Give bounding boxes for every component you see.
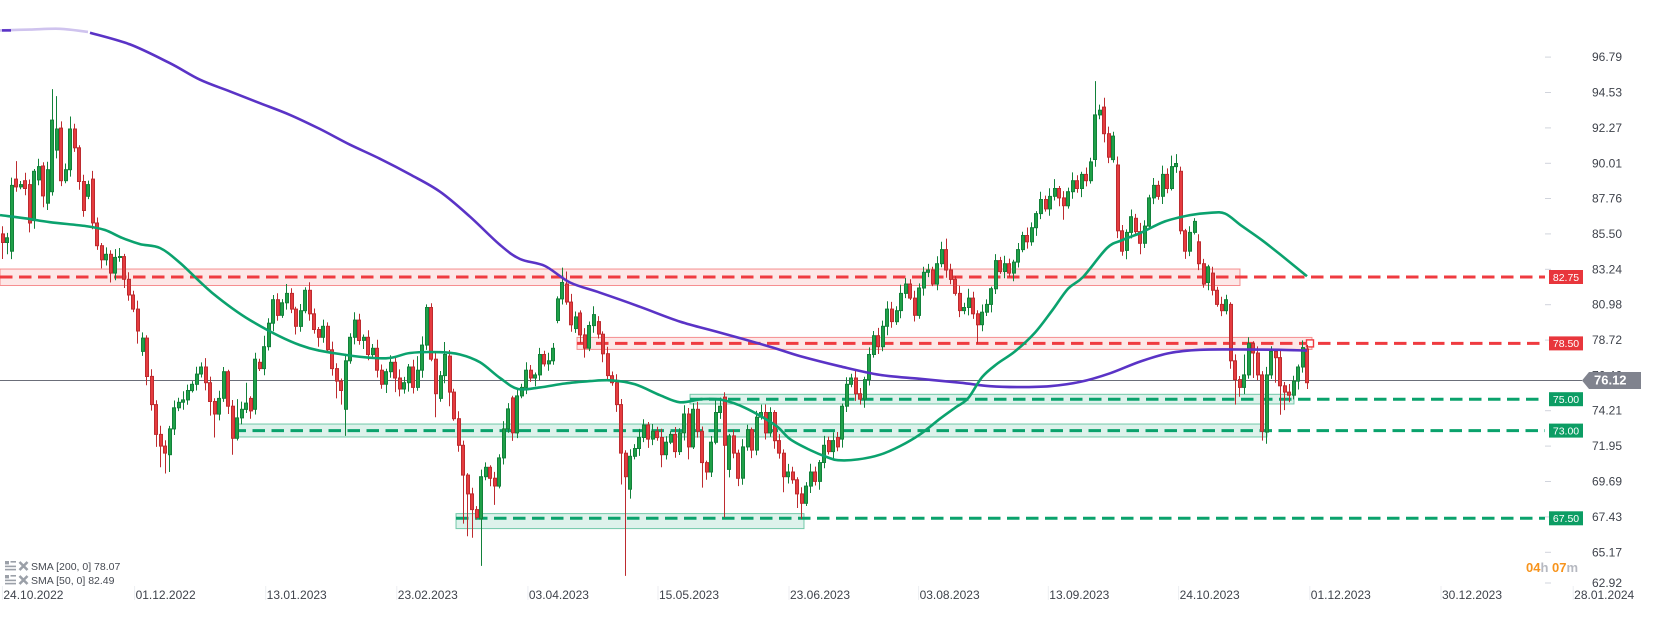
svg-text:83.24: 83.24 [1592, 262, 1622, 276]
svg-text:13.09.2023: 13.09.2023 [1049, 588, 1109, 602]
svg-text:28.01.2024: 28.01.2024 [1574, 588, 1634, 602]
svg-text:03.08.2023: 03.08.2023 [920, 588, 980, 602]
svg-text:69.69: 69.69 [1592, 475, 1622, 489]
svg-text:78.50: 78.50 [1553, 338, 1579, 350]
svg-text:96.79: 96.79 [1592, 50, 1622, 64]
svg-text:78.72: 78.72 [1592, 333, 1622, 347]
svg-text:73.00: 73.00 [1553, 425, 1579, 437]
svg-text:30.12.2023: 30.12.2023 [1442, 588, 1502, 602]
svg-text:67.50: 67.50 [1553, 513, 1579, 525]
svg-text:04h 07m: 04h 07m [1526, 560, 1578, 575]
svg-text:67.43: 67.43 [1592, 510, 1622, 524]
svg-text:80.98: 80.98 [1592, 298, 1622, 312]
svg-text:23.02.2023: 23.02.2023 [398, 588, 458, 602]
svg-text:71.95: 71.95 [1592, 439, 1622, 453]
svg-text:87.76: 87.76 [1592, 192, 1622, 206]
svg-text:15.05.2023: 15.05.2023 [659, 588, 719, 602]
svg-text:62.92: 62.92 [1592, 576, 1622, 590]
svg-text:90.01: 90.01 [1592, 156, 1622, 170]
svg-text:94.53: 94.53 [1592, 86, 1622, 100]
svg-text:74.21: 74.21 [1592, 404, 1622, 418]
svg-text:24.10.2022: 24.10.2022 [3, 588, 63, 602]
svg-text:85.50: 85.50 [1592, 227, 1622, 241]
svg-text:65.17: 65.17 [1592, 545, 1622, 559]
svg-text:76.12: 76.12 [1594, 373, 1627, 388]
svg-text:13.01.2023: 13.01.2023 [267, 588, 327, 602]
svg-text:01.12.2022: 01.12.2022 [136, 588, 196, 602]
svg-text:82.75: 82.75 [1553, 272, 1579, 284]
svg-text:24.10.2023: 24.10.2023 [1180, 588, 1240, 602]
svg-text:23.06.2023: 23.06.2023 [790, 588, 850, 602]
svg-text:03.04.2023: 03.04.2023 [529, 588, 589, 602]
svg-text:75.00: 75.00 [1553, 394, 1579, 406]
svg-text:SMA [200, 0] 78.07: SMA [200, 0] 78.07 [31, 561, 120, 573]
svg-text:92.27: 92.27 [1592, 121, 1622, 135]
svg-text:01.12.2023: 01.12.2023 [1311, 588, 1371, 602]
svg-text:SMA [50, 0] 82.49: SMA [50, 0] 82.49 [31, 575, 115, 587]
